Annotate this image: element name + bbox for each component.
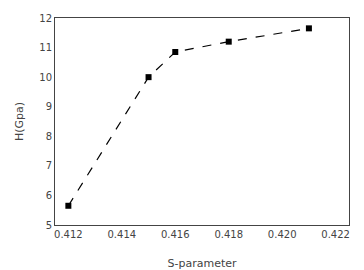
svg-text:7: 7 xyxy=(46,160,52,171)
svg-text:0.412: 0.412 xyxy=(54,229,83,240)
svg-text:0.422: 0.422 xyxy=(321,229,350,240)
svg-text:0.418: 0.418 xyxy=(214,229,243,240)
svg-text:0.420: 0.420 xyxy=(268,229,297,240)
svg-text:12: 12 xyxy=(39,13,52,24)
svg-text:H(Gpa): H(Gpa) xyxy=(13,102,26,141)
svg-text:0.416: 0.416 xyxy=(161,229,190,240)
svg-text:0.414: 0.414 xyxy=(107,229,136,240)
svg-text:8: 8 xyxy=(46,131,52,142)
svg-text:5: 5 xyxy=(46,220,52,231)
svg-text:11: 11 xyxy=(39,42,52,53)
svg-text:6: 6 xyxy=(46,190,52,201)
svg-text:9: 9 xyxy=(46,101,52,112)
svg-text:10: 10 xyxy=(39,72,52,83)
svg-text:S-parameter: S-parameter xyxy=(167,257,237,270)
